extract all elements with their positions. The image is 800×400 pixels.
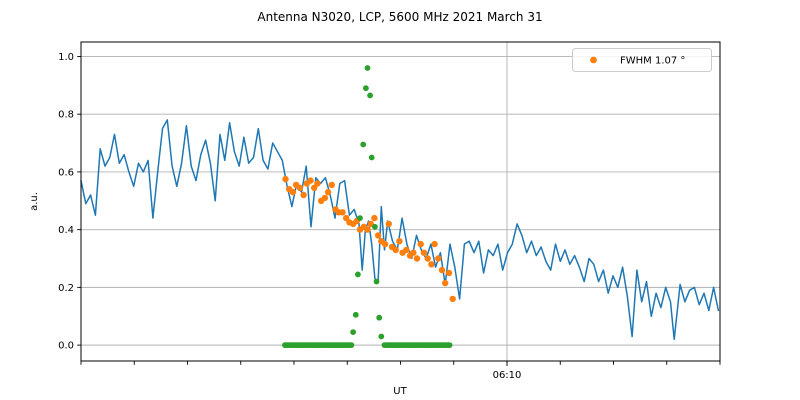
series-drift-scan-dot [352, 311, 359, 318]
series-fit-samples-dot [410, 249, 417, 256]
x-axis-label: UT [393, 386, 407, 397]
series-fit-samples-dot [321, 194, 329, 202]
series-fit-samples-dot [324, 188, 332, 196]
series-drift-scan-dot [357, 215, 363, 222]
series-drift-scan-dot [348, 342, 355, 348]
series-fit-samples-dot [403, 246, 410, 254]
series-drift-scan-dot [363, 85, 369, 92]
series-fit-samples-dot [296, 184, 304, 191]
series-drift-scan-dot [376, 314, 383, 321]
series-fit-samples-dot [367, 220, 374, 228]
y-tick-label: 0.4 [58, 225, 74, 236]
series-fit-samples-dot [374, 232, 382, 239]
series-antenna-signal [80, 119, 720, 341]
plot-generated-content: 0.0 0.2 0.4 0.6 0.8 1.0 [58, 42, 721, 366]
series-fit-samples-dot [417, 240, 424, 248]
legend-label: FWHM 1.07 ° [620, 56, 685, 67]
series-fit-samples-dot [449, 295, 456, 303]
series-fit-samples-dot [307, 177, 314, 184]
series-fit-samples-dot [364, 226, 371, 233]
series-fit-samples-dot [424, 255, 431, 262]
series-fit-samples-dot [396, 238, 403, 245]
series-drift-scan-dot [355, 271, 361, 278]
series-fit-samples-dot [420, 249, 428, 256]
series-fit-samples-dot [445, 269, 453, 277]
series-fit-samples-dot [438, 266, 446, 274]
legend-box [572, 48, 712, 72]
series-fit-samples-dot [385, 220, 392, 228]
y-tick-label: 0.8 [58, 110, 74, 121]
series-drift-scan-dot [367, 92, 373, 99]
series-fit-samples-dot [289, 188, 297, 196]
series-fit-samples-dot [300, 191, 307, 199]
series-drift-scan-dot [372, 223, 378, 230]
plot-border [80, 41, 721, 362]
series-drift-scan-dot [373, 278, 380, 285]
series-fit-samples-dot [339, 209, 346, 216]
series-fit-samples-dot [435, 255, 442, 262]
series-drift-scan-dot [350, 329, 356, 335]
y-tick-label: 1.0 [58, 52, 74, 63]
series-fit-samples-dot [428, 261, 435, 268]
series-fit-samples-dot [431, 240, 438, 248]
y-tick-label: 0.2 [58, 283, 74, 294]
legend-marker-dot [590, 56, 597, 64]
series-fit-samples-dot [413, 255, 421, 262]
series-drift-scan-dot [378, 333, 385, 340]
series-fit-samples-dot [282, 175, 289, 183]
series-drift-scan-dot [360, 141, 367, 148]
series-fit-samples-dot [442, 279, 449, 287]
series-fit-samples-dot [381, 240, 389, 248]
series-fit-samples-dot [328, 181, 335, 189]
legend: FWHM 1.07 ° [572, 48, 712, 72]
y-tick-label: 0.6 [58, 167, 74, 178]
series-drift-scan-dot [368, 154, 375, 161]
series-fit-samples-dot [314, 180, 321, 187]
series-drift-scan-dot [446, 342, 453, 348]
y-tick-label: 0.0 [58, 341, 74, 352]
series-fit-samples-dot [392, 246, 399, 254]
series-fit-samples-dot [371, 214, 378, 222]
y-axis-label: a.u. [29, 192, 40, 211]
series-drift-scan-dot [364, 65, 371, 71]
chart-title: Antenna N3020, LCP, 5600 MHz 2021 March … [257, 10, 542, 24]
x-tick-label: 06:10 [493, 370, 522, 381]
